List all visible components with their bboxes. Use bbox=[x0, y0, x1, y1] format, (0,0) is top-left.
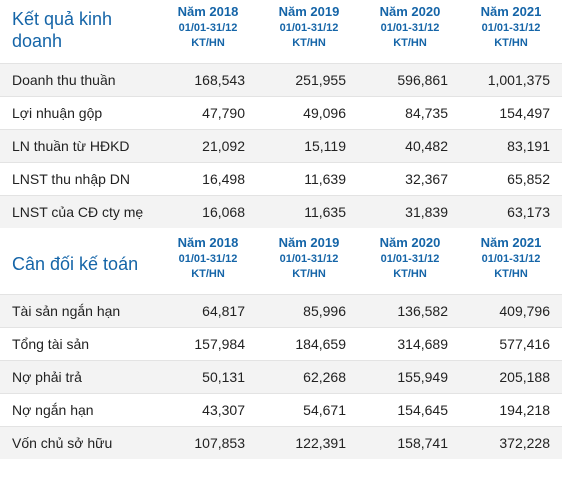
column-type: KT/HN bbox=[292, 268, 326, 280]
balance-col-2020: Năm 2020 01/01-31/12 KT/HN bbox=[360, 234, 460, 282]
column-period: 01/01-31/12 bbox=[481, 253, 541, 265]
row-label: Nợ phải trả bbox=[12, 369, 82, 385]
cell-2021: 577,416 bbox=[499, 336, 550, 352]
table-row: Lợi nhuận gộp 47,790 49,096 84,735 154,4… bbox=[0, 96, 562, 129]
column-year: Năm 2018 bbox=[177, 4, 239, 19]
cell-2019: 85,996 bbox=[303, 303, 346, 319]
cell-2019: 49,096 bbox=[303, 105, 346, 121]
row-label: Doanh thu thuần bbox=[12, 72, 116, 88]
income-statement-section: Kết quả kinh doanh Năm 2018 01/01-31/12 … bbox=[0, 0, 562, 228]
cell-2021: 194,218 bbox=[499, 402, 550, 418]
cell-2019: 11,635 bbox=[304, 204, 346, 220]
cell-2021: 83,191 bbox=[507, 138, 550, 154]
cell-2019: 122,391 bbox=[295, 435, 346, 451]
cell-2021: 63,173 bbox=[507, 204, 550, 220]
row-label: LNST thu nhập DN bbox=[12, 171, 131, 187]
row-label: Nợ ngắn hạn bbox=[12, 402, 94, 418]
cell-2020: 84,735 bbox=[405, 105, 448, 121]
cell-2020: 158,741 bbox=[397, 435, 448, 451]
column-period: 01/01-31/12 bbox=[279, 22, 339, 34]
cell-2018: 50,131 bbox=[202, 369, 245, 385]
column-year: Năm 2019 bbox=[278, 235, 340, 250]
cell-2018: 107,853 bbox=[194, 435, 245, 451]
cell-2018: 47,790 bbox=[202, 105, 245, 121]
column-period: 01/01-31/12 bbox=[380, 253, 440, 265]
column-year: Năm 2019 bbox=[278, 4, 340, 19]
column-type: KT/HN bbox=[292, 37, 326, 49]
column-type: KT/HN bbox=[494, 37, 528, 49]
table-row: Vốn chủ sở hữu 107,853 122,391 158,741 3… bbox=[0, 426, 562, 459]
cell-2021: 409,796 bbox=[499, 303, 550, 319]
row-label: Tài sản ngắn hạn bbox=[12, 303, 121, 319]
column-period: 01/01-31/12 bbox=[279, 253, 339, 265]
balance-col-2018: Năm 2018 01/01-31/12 KT/HN bbox=[158, 234, 258, 282]
column-year: Năm 2018 bbox=[177, 235, 239, 250]
cell-2021: 372,228 bbox=[499, 435, 550, 451]
cell-2021: 205,188 bbox=[499, 369, 550, 385]
balance-header: Cân đối kế toán Năm 2018 01/01-31/12 KT/… bbox=[0, 231, 562, 294]
cell-2019: 251,955 bbox=[295, 72, 346, 88]
row-label: Lợi nhuận gộp bbox=[12, 105, 103, 121]
cell-2018: 168,543 bbox=[194, 72, 245, 88]
balance-col-2019: Năm 2019 01/01-31/12 KT/HN bbox=[259, 234, 359, 282]
income-col-2021: Năm 2021 01/01-31/12 KT/HN bbox=[461, 3, 561, 51]
column-year: Năm 2020 bbox=[379, 235, 441, 250]
balance-col-2021: Năm 2021 01/01-31/12 KT/HN bbox=[461, 234, 561, 282]
column-year: Năm 2021 bbox=[480, 4, 542, 19]
cell-2018: 64,817 bbox=[202, 303, 245, 319]
cell-2020: 155,949 bbox=[397, 369, 448, 385]
column-type: KT/HN bbox=[191, 37, 225, 49]
cell-2018: 157,984 bbox=[194, 336, 245, 352]
cell-2018: 16,498 bbox=[202, 171, 245, 187]
cell-2021: 1,001,375 bbox=[487, 72, 550, 88]
row-label: Vốn chủ sở hữu bbox=[12, 435, 113, 451]
cell-2018: 21,092 bbox=[202, 138, 245, 154]
table-row: Tài sản ngắn hạn 64,817 85,996 136,582 4… bbox=[0, 294, 562, 327]
column-year: Năm 2020 bbox=[379, 4, 441, 19]
table-row: Nợ ngắn hạn 43,307 54,671 154,645 194,21… bbox=[0, 393, 562, 426]
row-label: LNST của CĐ cty mẹ bbox=[12, 204, 144, 220]
cell-2020: 32,367 bbox=[405, 171, 448, 187]
balance-title: Cân đối kế toán bbox=[12, 254, 139, 274]
column-period: 01/01-31/12 bbox=[178, 22, 238, 34]
income-header: Kết quả kinh doanh Năm 2018 01/01-31/12 … bbox=[0, 0, 562, 63]
column-period: 01/01-31/12 bbox=[481, 22, 541, 34]
table-row: Nợ phải trả 50,131 62,268 155,949 205,18… bbox=[0, 360, 562, 393]
cell-2020: 136,582 bbox=[397, 303, 448, 319]
column-type: KT/HN bbox=[191, 268, 225, 280]
column-type: KT/HN bbox=[494, 268, 528, 280]
cell-2019: 62,268 bbox=[303, 369, 346, 385]
cell-2018: 16,068 bbox=[202, 204, 245, 220]
income-title: Kết quả kinh doanh bbox=[12, 9, 113, 51]
cell-2020: 40,482 bbox=[405, 138, 448, 154]
income-col-2019: Năm 2019 01/01-31/12 KT/HN bbox=[259, 3, 359, 51]
column-type: KT/HN bbox=[393, 268, 427, 280]
row-label: LN thuần từ HĐKD bbox=[12, 138, 130, 154]
income-col-2020: Năm 2020 01/01-31/12 KT/HN bbox=[360, 3, 460, 51]
cell-2020: 596,861 bbox=[397, 72, 448, 88]
table-row: LNST của CĐ cty mẹ 16,068 11,635 31,839 … bbox=[0, 195, 562, 228]
cell-2019: 184,659 bbox=[295, 336, 346, 352]
table-row: LN thuần từ HĐKD 21,092 15,119 40,482 83… bbox=[0, 129, 562, 162]
column-period: 01/01-31/12 bbox=[380, 22, 440, 34]
cell-2019: 15,119 bbox=[304, 138, 346, 154]
table-row: Doanh thu thuần 168,543 251,955 596,861 … bbox=[0, 63, 562, 96]
cell-2018: 43,307 bbox=[202, 402, 245, 418]
cell-2020: 314,689 bbox=[397, 336, 448, 352]
income-col-2018: Năm 2018 01/01-31/12 KT/HN bbox=[158, 3, 258, 51]
cell-2020: 31,839 bbox=[405, 204, 448, 220]
column-year: Năm 2021 bbox=[480, 235, 542, 250]
column-type: KT/HN bbox=[393, 37, 427, 49]
cell-2019: 54,671 bbox=[303, 402, 346, 418]
table-row: Tổng tài sản 157,984 184,659 314,689 577… bbox=[0, 327, 562, 360]
column-period: 01/01-31/12 bbox=[178, 253, 238, 265]
table-row: LNST thu nhập DN 16,498 11,639 32,367 65… bbox=[0, 162, 562, 195]
balance-sheet-section: Cân đối kế toán Năm 2018 01/01-31/12 KT/… bbox=[0, 231, 562, 459]
cell-2020: 154,645 bbox=[397, 402, 448, 418]
cell-2021: 154,497 bbox=[499, 105, 550, 121]
row-label: Tổng tài sản bbox=[12, 336, 90, 352]
cell-2021: 65,852 bbox=[507, 171, 550, 187]
cell-2019: 11,639 bbox=[304, 171, 346, 187]
